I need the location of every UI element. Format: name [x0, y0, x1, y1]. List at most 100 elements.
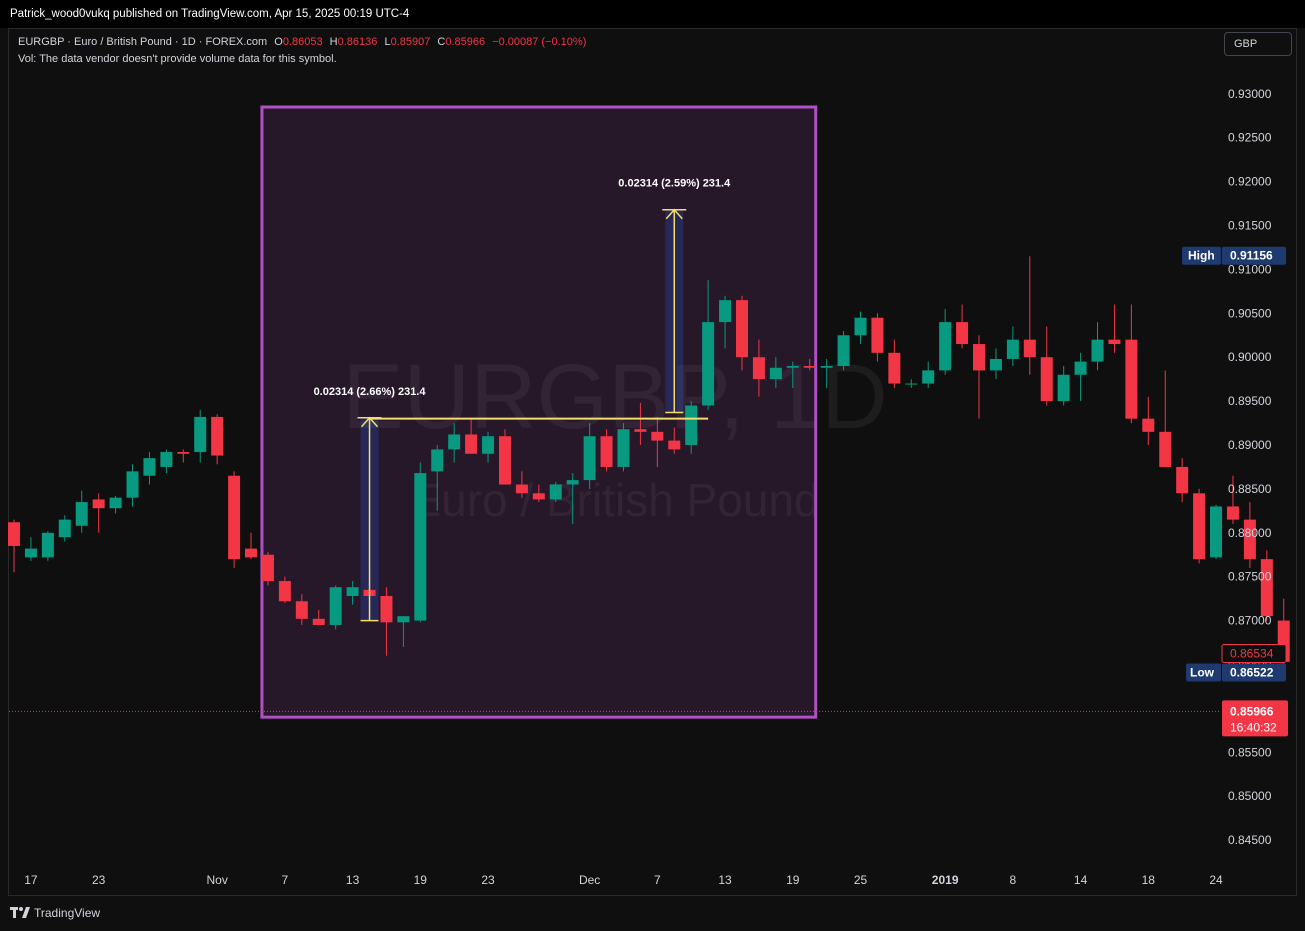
candle-body	[160, 452, 173, 467]
y-tick-label: 0.85000	[1228, 789, 1272, 803]
candle-body	[1226, 506, 1239, 520]
y-tick-label: 0.88000	[1228, 526, 1272, 540]
candle-body	[1023, 339, 1036, 358]
y-tick-label: 0.91000	[1228, 262, 1272, 276]
high-tag-bg	[1182, 246, 1221, 265]
candle-body	[583, 436, 596, 481]
candle-body	[956, 322, 969, 345]
symbol-header: EURGBP · Euro / British Pound · 1D · FOR…	[18, 36, 586, 48]
open-label: O	[274, 36, 283, 48]
current-price-bg	[1222, 700, 1288, 737]
candle-body	[803, 365, 816, 368]
y-tick-label: 0.87000	[1228, 614, 1272, 628]
candle-body	[1243, 519, 1256, 560]
candle-body	[295, 601, 308, 619]
candle-body	[939, 322, 952, 371]
candle-body	[1159, 431, 1172, 467]
tradingview-logo[interactable]: TradingView	[10, 906, 100, 920]
candle-body	[329, 587, 342, 625]
y-tick-label: 0.89500	[1228, 394, 1272, 408]
x-tick-label: 25	[854, 873, 868, 887]
candle-body	[261, 554, 274, 582]
x-tick-label: 19	[414, 873, 428, 887]
candle-body	[278, 581, 291, 602]
candle-body	[211, 416, 224, 456]
candle-body	[228, 475, 241, 560]
candle-body	[431, 449, 444, 472]
measure-label-1: 0.02314 (2.66%) 231.4	[314, 386, 427, 398]
low-tag: Low	[1190, 666, 1215, 680]
candle-body	[24, 548, 37, 558]
candle-body	[651, 431, 664, 441]
y-tick-label: 0.87500	[1228, 570, 1272, 584]
x-tick-label: 2019	[932, 873, 959, 887]
candle-body	[92, 499, 105, 509]
candle-body	[989, 358, 1002, 371]
candle-body	[498, 436, 511, 485]
candle-body	[1006, 339, 1019, 359]
candle-body	[515, 484, 528, 494]
symbol-line[interactable]: EURGBP · Euro / British Pound · 1D · FOR…	[18, 36, 268, 48]
y-tick-label: 0.90000	[1228, 350, 1272, 364]
candle-body	[1260, 559, 1273, 617]
volume-note: Vol: The data vendor doesn't provide vol…	[18, 53, 337, 65]
watermark-symbol: EURGBP, 1D	[342, 346, 887, 448]
high-label: H	[329, 36, 338, 48]
candle-body	[685, 405, 698, 445]
x-tick-label: 7	[654, 873, 661, 887]
x-tick-label: 14	[1074, 873, 1088, 887]
x-tick-label: Dec	[579, 873, 600, 887]
candle-body	[752, 357, 765, 380]
close-value: 0.85966	[445, 36, 486, 48]
measure-label-2: 0.02314 (2.59%) 231.4	[618, 178, 731, 190]
candle-body	[719, 300, 732, 323]
candle-body	[143, 458, 156, 476]
candle-body	[702, 322, 715, 406]
top-bar: Patrick_wood0vukq published on TradingVi…	[0, 0, 1305, 28]
candle-body	[482, 436, 495, 454]
low-tag-bg	[1186, 663, 1221, 682]
y-tick-label: 0.90500	[1228, 306, 1272, 320]
change-value: −0.00087 (−0.10%)	[492, 36, 587, 48]
y-tick-label: 0.93000	[1228, 87, 1272, 101]
candle-body	[1091, 339, 1104, 362]
candle-body	[380, 595, 393, 623]
x-tick-label: Nov	[206, 873, 227, 887]
high-price-label: 0.91156	[1230, 249, 1273, 263]
candle-body	[854, 317, 867, 336]
candle-body	[634, 429, 647, 432]
candle-body	[126, 471, 139, 498]
publisher-info: Patrick_wood0vukq published on TradingVi…	[10, 8, 410, 20]
candle-body	[58, 519, 71, 538]
candle-body	[566, 480, 579, 485]
tradingview-icon	[10, 907, 30, 918]
candle-body	[549, 484, 562, 500]
candle-body	[600, 436, 613, 467]
candle-body	[1057, 374, 1070, 402]
candle-body	[769, 367, 782, 380]
candle-body	[448, 434, 461, 450]
candle-body	[922, 370, 935, 384]
x-tick-label: 23	[92, 873, 106, 887]
candle-body	[75, 502, 88, 526]
x-tick-label: 17	[24, 873, 38, 887]
candle-body	[41, 532, 54, 558]
candle-body	[668, 440, 681, 450]
currency-button[interactable]: GBP	[1224, 32, 1292, 56]
candle-body	[1176, 466, 1189, 494]
x-tick-label: 7	[282, 873, 289, 887]
low-value: 0.85907	[390, 36, 431, 48]
low-price-label-bg	[1222, 663, 1286, 682]
x-tick-label: 19	[786, 873, 800, 887]
candle-body	[1210, 506, 1223, 558]
close-label: C	[437, 36, 446, 48]
high-value: 0.86136	[337, 36, 378, 48]
x-tick-label: 13	[346, 873, 360, 887]
x-tick-label: 18	[1142, 873, 1156, 887]
candle-body	[245, 548, 258, 558]
candle-body	[888, 352, 901, 384]
highlight-rectangle	[260, 105, 818, 719]
chart-frame	[8, 28, 1297, 896]
candle-body	[1193, 493, 1206, 560]
